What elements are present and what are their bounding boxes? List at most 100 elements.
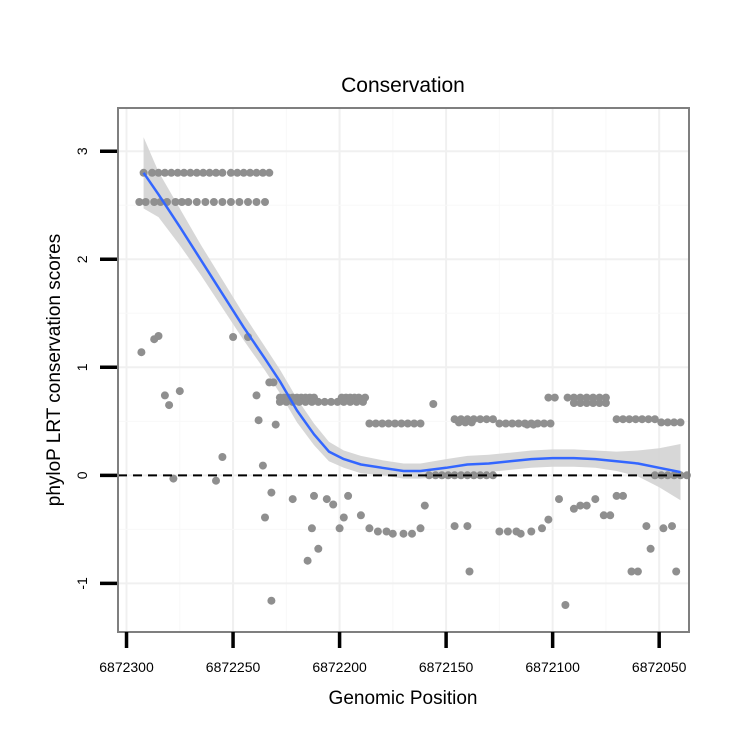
data-point — [638, 415, 647, 424]
data-point — [154, 332, 163, 340]
data-point — [408, 529, 416, 538]
data-point — [339, 513, 348, 522]
data-point — [631, 415, 640, 424]
data-point — [320, 397, 329, 406]
data-point — [627, 567, 636, 576]
data-point — [523, 420, 532, 429]
data-point — [644, 415, 653, 424]
data-point — [378, 419, 387, 428]
data-point — [403, 419, 412, 428]
data-point — [160, 391, 169, 400]
data-point — [382, 527, 391, 536]
data-point — [467, 418, 476, 427]
data-point — [612, 491, 621, 500]
data-point — [482, 415, 491, 424]
data-point — [267, 596, 276, 605]
data-point — [282, 397, 291, 406]
data-point — [463, 522, 472, 531]
data-point — [295, 397, 304, 406]
data-point — [465, 567, 474, 576]
data-point — [258, 461, 267, 470]
loess-line — [142, 172, 681, 474]
data-point — [601, 399, 610, 407]
data-point — [416, 524, 425, 533]
data-point — [261, 513, 269, 522]
data-point — [625, 415, 634, 424]
data-point — [244, 198, 252, 206]
data-point — [529, 420, 538, 429]
data-point — [258, 168, 267, 177]
y-tick-label: 1 — [74, 363, 90, 371]
data-point — [410, 419, 419, 428]
x-axis-title: Genomic Position — [329, 688, 478, 709]
data-point — [546, 419, 555, 428]
data-point — [391, 419, 399, 428]
data-point — [503, 527, 512, 536]
data-point — [226, 168, 235, 177]
data-point — [235, 198, 244, 206]
data-point — [663, 418, 672, 427]
data-point — [175, 387, 184, 396]
data-point — [514, 419, 523, 428]
data-point — [650, 471, 659, 480]
data-point — [508, 419, 517, 428]
data-point — [226, 198, 235, 206]
data-point — [269, 378, 278, 387]
data-point — [254, 416, 263, 425]
data-point — [397, 419, 406, 428]
data-point — [199, 168, 208, 177]
data-point — [650, 415, 659, 424]
data-point — [544, 393, 553, 402]
data-point — [657, 418, 666, 427]
data-point — [388, 529, 397, 538]
y-tick-label: 2 — [74, 255, 90, 263]
x-axis: 6872300 6872250 6872200 6872150 6872100 68720… — [99, 632, 687, 675]
data-point — [307, 524, 316, 533]
data-point — [668, 522, 676, 531]
data-point — [576, 399, 585, 407]
data-point — [335, 524, 344, 533]
confidence-band — [143, 137, 681, 501]
data-point — [301, 397, 310, 406]
data-point — [469, 471, 478, 480]
data-point — [173, 168, 182, 177]
data-point — [246, 168, 255, 177]
data-point — [218, 168, 227, 177]
data-point — [165, 401, 174, 410]
data-point — [329, 500, 338, 509]
data-point — [252, 168, 261, 177]
data-point — [373, 527, 382, 536]
data-point — [544, 515, 553, 524]
data-point — [307, 397, 316, 406]
y-axis: -1 0 1 2 3 — [74, 147, 117, 590]
data-point — [619, 415, 627, 424]
data-point — [612, 415, 621, 424]
data-point — [501, 419, 510, 428]
data-point — [416, 419, 425, 428]
data-point — [527, 527, 536, 536]
data-point — [310, 491, 318, 500]
y-tick-label: 3 — [74, 147, 90, 155]
data-point — [425, 471, 434, 480]
data-point — [361, 393, 370, 402]
data-point — [201, 198, 210, 206]
data-point — [209, 198, 218, 206]
data-point — [314, 397, 323, 406]
data-point — [233, 168, 242, 177]
data-point — [160, 168, 169, 177]
y-axis-title: phyloP LRT conservation scores — [44, 234, 65, 507]
data-point — [561, 601, 570, 609]
data-point — [569, 399, 578, 407]
data-point — [642, 522, 651, 531]
data-point — [569, 504, 578, 513]
data-point — [563, 393, 572, 402]
data-point — [429, 400, 438, 408]
smooth-line — [142, 172, 681, 474]
x-tick-label: 6872250 — [206, 659, 261, 675]
data-point — [450, 522, 459, 531]
data-point — [177, 198, 186, 206]
data-point — [476, 415, 485, 424]
data-point — [595, 399, 604, 407]
data-point — [420, 501, 429, 510]
